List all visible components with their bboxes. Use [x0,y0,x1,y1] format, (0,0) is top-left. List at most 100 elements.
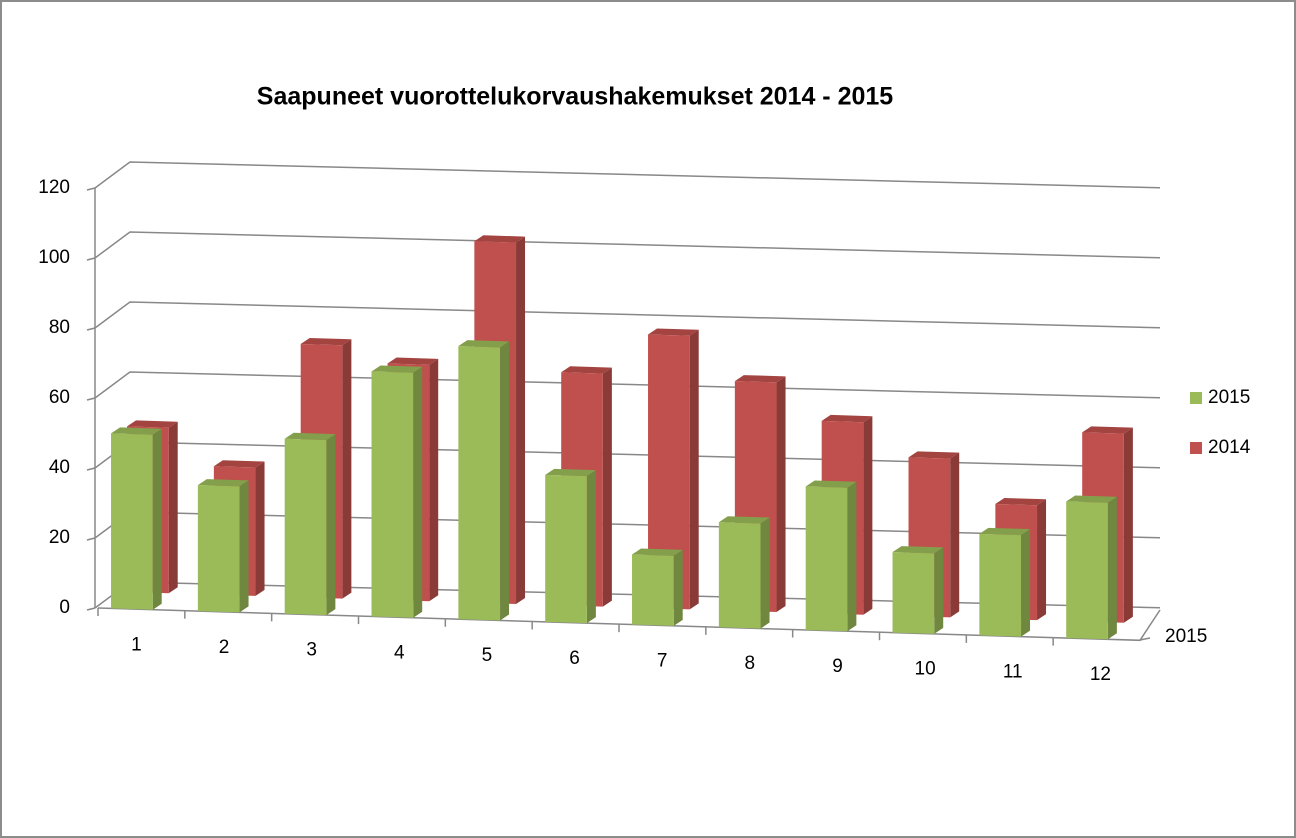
bar-front [892,552,935,634]
bar-top [805,480,857,488]
depth-label: 2015 [1165,626,1207,647]
bar-top [371,365,423,373]
bar-side [689,329,699,610]
bar-side [429,358,439,602]
y-tick [86,607,96,611]
bar-side [239,480,249,613]
bar-top [995,497,1047,506]
depth-tick [1139,637,1151,641]
bar-top [908,451,960,459]
bar-top [387,357,439,365]
grid-line [94,161,1161,189]
bar [979,527,1031,637]
bar-side [586,470,596,624]
x-tick-label: 9 [832,656,843,677]
bar [197,479,249,613]
bar-top [1082,426,1133,434]
bar [371,365,423,618]
x-tick-label: 5 [482,645,493,666]
bar-front [458,346,501,621]
bar [892,546,944,634]
bar-side [602,367,612,607]
y-tick-label: 60 [49,387,70,408]
bar [458,340,510,621]
legend-label: 2015 [1208,387,1250,408]
bar-top [892,546,944,554]
legend-swatch [1190,442,1202,454]
y-tick-label: 0 [59,597,70,618]
bar-side [168,421,178,594]
bar-front [1066,501,1108,640]
bar-side [673,549,683,626]
bar-front [718,522,761,629]
bar-top [300,337,352,346]
bar-side [1107,496,1117,640]
bar-top [1066,495,1117,503]
x-tick-label: 2 [219,637,230,658]
bar [111,427,162,610]
bar-side [326,434,336,616]
bar [545,468,596,624]
bar-side [760,517,770,629]
bar-front [111,433,153,610]
y-tick [86,327,96,331]
y-tick-label: 40 [49,457,70,478]
x-tick-label: 4 [394,642,405,663]
bar-side [255,461,265,596]
bar-side [847,481,857,632]
grid-line [94,301,1161,329]
bar-front [648,334,690,610]
bar-top [111,427,162,435]
legend-label: 2014 [1208,437,1251,458]
y-tick [86,397,96,401]
bar-top [821,414,873,423]
x-tick-label: 8 [745,653,756,674]
grid-line [94,231,1161,259]
bar-side [1123,427,1133,623]
grid-line [94,371,1161,399]
bar-side [1021,529,1031,637]
bar-side [152,428,162,610]
y-tick-label: 100 [38,247,70,268]
x-tick-label: 6 [569,648,580,669]
bar-side [413,366,423,618]
bar-front [197,485,240,613]
bar-front [632,554,674,626]
y-tick [86,537,96,541]
y-tick [86,187,96,191]
bar-top [632,548,683,556]
bar-top [127,420,178,428]
bar-top [545,468,596,477]
bar [632,548,683,626]
y-tick-label: 120 [38,177,70,198]
bar-side [776,376,786,613]
bar-top [561,366,612,374]
bar-side [863,416,873,615]
y-tick [86,257,96,261]
bar-side [516,236,526,604]
bar-front [284,438,327,616]
bar [805,480,857,632]
x-tick-label: 12 [1090,664,1111,685]
bar-top [979,527,1031,536]
bar-side [950,452,960,618]
x-tick-label: 3 [306,640,317,661]
x-tick-label: 1 [131,634,142,655]
y-tick-label: 20 [49,527,70,548]
bar-front [545,474,587,624]
bar-top [734,375,786,383]
bar-top [284,432,336,441]
bar-top [197,479,249,487]
bar-top [213,460,265,468]
bar-top [718,516,770,524]
bar-side [500,341,510,621]
legend-swatch [1190,392,1202,404]
x-tick-label: 11 [1003,661,1023,682]
x-tick-label: 10 [915,659,936,680]
bar-top [648,328,699,336]
bar-side [934,547,944,634]
bar-front [805,486,848,632]
bar-side [342,339,352,599]
bar-front [979,533,1022,637]
